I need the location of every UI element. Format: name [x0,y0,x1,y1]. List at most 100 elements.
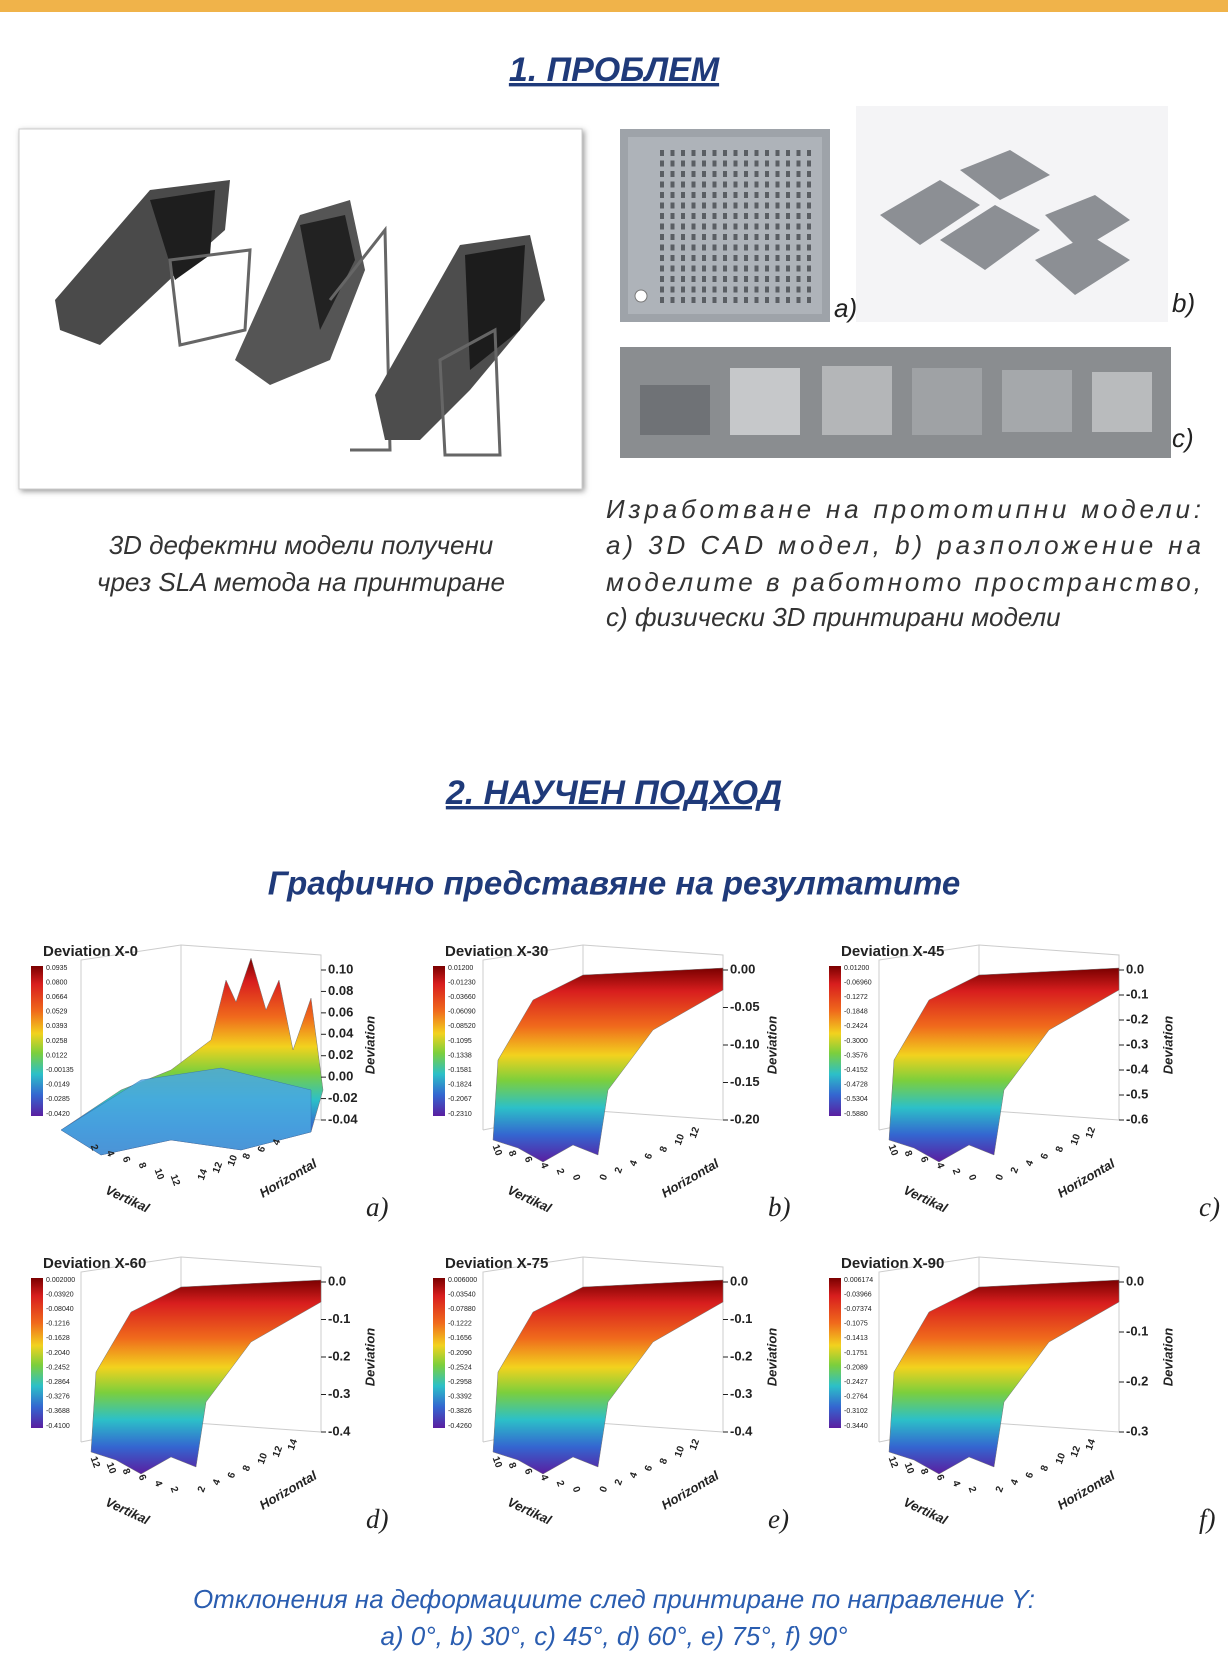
x-tick-label: 2 [554,1167,566,1176]
colorbar-label: -0.2452 [46,1364,70,1371]
colorbar-label: -0.0149 [46,1082,70,1089]
hole [692,297,696,303]
hole [681,192,685,198]
hole [702,213,706,219]
colorbar-label: -0.06960 [844,979,872,986]
hole [807,192,811,198]
hole [786,213,790,219]
hole [702,161,706,167]
y-axis-label: Horizontal [1055,1468,1118,1513]
colorbar-label: -0.08520 [448,1023,476,1030]
colorbar-label: 0.0258 [46,1038,68,1045]
panel-letter: f) [1199,1504,1216,1534]
hole [765,255,769,261]
y-tick-label: 6 [643,1464,655,1473]
hole [713,192,717,198]
y-tick-label: 2 [613,1166,625,1175]
colorbar-label: -0.1222 [448,1321,472,1328]
colorbar-label: -0.07374 [844,1306,872,1313]
hole [765,182,769,188]
hole [681,266,685,272]
hole [723,266,727,272]
hole [776,150,780,156]
hole [702,245,706,251]
y-tick-label: 10 [256,1451,270,1466]
panel-label: b) [1172,288,1195,318]
y-tick-label: 8 [658,1145,670,1154]
hole [660,150,664,156]
hole [723,287,727,293]
hole [671,287,675,293]
hole [671,171,675,177]
hole [765,213,769,219]
z-tick-label: 0.0 [328,1273,346,1288]
hole [702,266,706,272]
hole [744,276,748,282]
hole [765,161,769,167]
colorbar-label: -0.0420 [46,1111,70,1118]
colorbar-label: 0.0664 [46,994,68,1001]
hole [713,213,717,219]
hole [755,192,759,198]
hole [776,287,780,293]
x-axis-label: Vertikal [505,1182,554,1215]
hole [734,203,738,209]
z-axis-label: Deviation [1160,1328,1175,1387]
y-tick-label: 4 [628,1471,640,1480]
z-tick-label: -0.3 [328,1386,350,1401]
z-tick-label: 0.10 [328,961,353,976]
colorbar-label: -0.1581 [448,1067,472,1074]
hole [713,234,717,240]
hole [755,266,759,272]
y-axis-label: Horizontal [257,1468,320,1513]
hole [681,234,685,240]
hole [744,161,748,167]
colorbar-label: -0.03540 [448,1291,476,1298]
y-tick-label: 6 [643,1152,655,1161]
colorbar-label: -0.4100 [46,1423,70,1430]
hole [797,213,801,219]
x-tick-label: 6 [120,1155,132,1164]
y-axis-label: Horizontal [1055,1156,1118,1201]
hole [797,224,801,230]
x-tick-label: 0 [966,1173,978,1182]
surface-plot: Deviation X-750.006000-0.03540-0.07880-0… [433,1255,789,1534]
caption-line: 3D дефектни модели получени [109,530,494,560]
hole [681,203,685,209]
y-tick-label: 8 [241,1152,253,1161]
z-tick-label: -0.20 [730,1111,760,1126]
colorbar [433,966,445,1116]
y-tick-label: 6 [1039,1152,1051,1161]
hole [734,255,738,261]
hole [755,161,759,167]
y-tick-label: 8 [1039,1464,1051,1473]
hole [660,203,664,209]
x-tick-label: 10 [104,1461,118,1476]
hole [807,297,811,303]
hole [786,297,790,303]
hole [776,276,780,282]
z-tick-label: -0.10 [730,1036,760,1051]
colorbar-label: -0.5880 [844,1111,868,1118]
x-tick-label: 6 [934,1473,946,1482]
x-tick-label: 6 [918,1155,930,1164]
hole [660,255,664,261]
colorbar-label: -0.03966 [844,1291,872,1298]
hole [797,255,801,261]
hole [702,150,706,156]
x-tick-label: 4 [152,1479,164,1488]
z-axis-label: Deviation [362,1328,377,1387]
z-tick-label: -0.1 [1126,986,1148,1001]
y-tick-label: 12 [1084,1125,1098,1140]
hole [776,266,780,272]
colorbar-label: -0.3688 [46,1408,70,1415]
hole [807,287,811,293]
hole [681,213,685,219]
hole [744,171,748,177]
hole [786,182,790,188]
hole [744,266,748,272]
hole [807,224,811,230]
colorbar-label: -0.4152 [844,1067,868,1074]
y-tick-label: 6 [226,1471,238,1480]
hole [734,182,738,188]
